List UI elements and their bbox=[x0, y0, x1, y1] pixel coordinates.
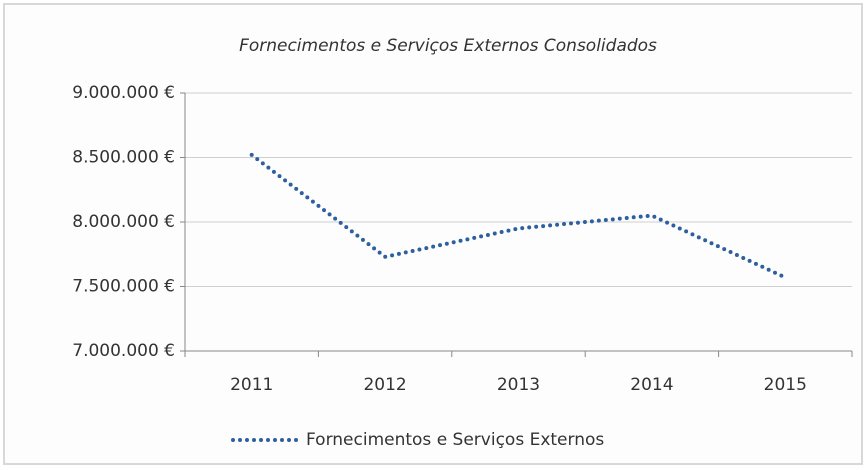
data-line bbox=[249, 152, 788, 280]
y-tick-label: 8.000.000 € bbox=[72, 212, 175, 232]
y-tick-label: 7.000.000 € bbox=[72, 341, 175, 361]
y-tick-label: 8.500.000 € bbox=[72, 148, 175, 168]
x-tick-label: 2011 bbox=[230, 375, 273, 395]
chart-title: Fornecimentos e Serviços Externos Consol… bbox=[239, 36, 657, 56]
legend-label: Fornecimentos e Serviços Externos bbox=[306, 430, 604, 450]
chart-frame bbox=[3, 3, 863, 465]
y-tick-label: 9.000.000 € bbox=[72, 83, 175, 103]
x-tick-label: 2015 bbox=[764, 375, 807, 395]
x-tick-label: 2014 bbox=[630, 375, 673, 395]
y-tick-label: 7.500.000 € bbox=[72, 277, 175, 297]
x-tick-label: 2013 bbox=[497, 375, 540, 395]
x-tick-label: 2012 bbox=[363, 375, 406, 395]
